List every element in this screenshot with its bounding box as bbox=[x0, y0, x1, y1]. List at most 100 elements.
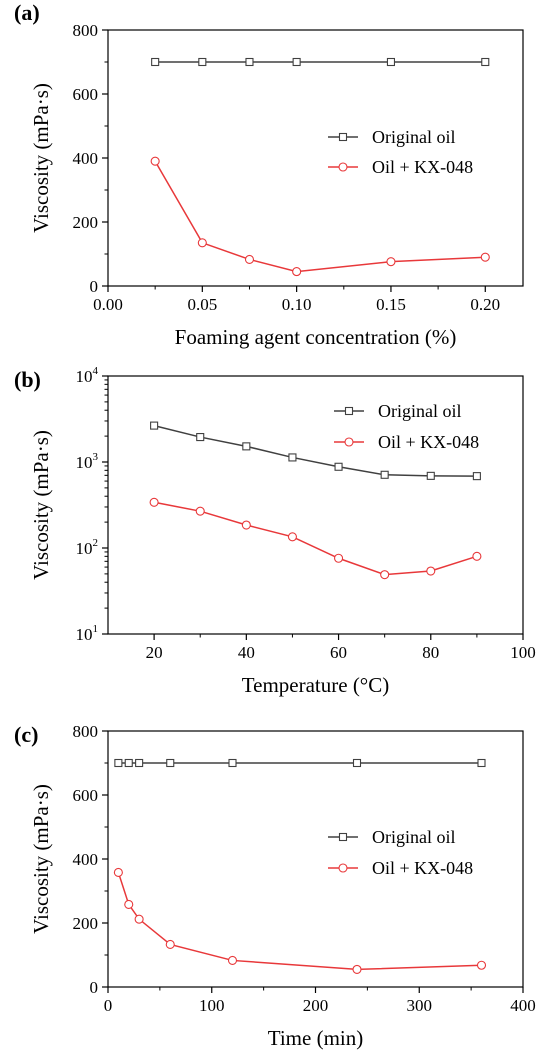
series bbox=[150, 156, 490, 277]
data-point bbox=[245, 57, 254, 67]
data-point bbox=[241, 520, 251, 530]
y-tick-label: 600 bbox=[73, 786, 99, 805]
data-point bbox=[244, 254, 255, 264]
x-tick-label: 0.05 bbox=[187, 295, 217, 314]
panel-label: (c) bbox=[14, 722, 38, 747]
data-point bbox=[386, 257, 396, 267]
data-point bbox=[124, 899, 134, 909]
y-tick-label: 200 bbox=[73, 213, 99, 232]
series bbox=[113, 867, 487, 974]
series bbox=[149, 497, 482, 580]
data-point bbox=[242, 442, 251, 451]
x-tick-label: 0 bbox=[104, 996, 113, 1015]
x-tick-label: 0.15 bbox=[376, 295, 406, 314]
data-point bbox=[380, 570, 390, 580]
data-point bbox=[196, 433, 205, 442]
chart-panel: (a) 0.00 0.05 0.10 0.15 0.20 0 200 400 600 800 Foam… bbox=[14, 0, 524, 349]
legend-marker bbox=[344, 437, 354, 447]
y-tick-label: 0 bbox=[90, 277, 99, 296]
data-point bbox=[113, 867, 123, 877]
series-line bbox=[154, 160, 486, 273]
data-point bbox=[472, 551, 482, 561]
data-point bbox=[334, 462, 343, 471]
data-point bbox=[292, 267, 302, 277]
data-point bbox=[195, 506, 205, 516]
series bbox=[150, 421, 481, 481]
x-tick-label: 300 bbox=[407, 996, 433, 1015]
data-point bbox=[426, 566, 436, 576]
x-tick-label: 400 bbox=[510, 996, 536, 1015]
y-tick-label: 800 bbox=[73, 722, 99, 741]
data-point bbox=[352, 758, 362, 768]
legend-label: Oil + KX-048 bbox=[378, 432, 479, 452]
legend-label: Oil + KX-048 bbox=[372, 858, 473, 878]
data-point bbox=[380, 470, 389, 479]
x-tick-label: 60 bbox=[330, 643, 347, 662]
panel-label: (b) bbox=[14, 367, 41, 392]
legend-marker bbox=[344, 406, 354, 416]
data-point bbox=[477, 758, 486, 768]
legend-marker bbox=[338, 832, 348, 842]
y-tick-label: 200 bbox=[73, 914, 99, 933]
x-axis-title: Temperature (°C) bbox=[242, 673, 389, 697]
plot-frame bbox=[107, 375, 524, 635]
y-tick-label: 600 bbox=[73, 85, 99, 104]
data-point bbox=[166, 758, 175, 768]
legend-label: Original oil bbox=[372, 827, 456, 847]
legend-marker bbox=[338, 162, 348, 172]
data-point bbox=[151, 57, 160, 67]
series-line bbox=[117, 872, 482, 971]
x-tick-label: 80 bbox=[422, 643, 439, 662]
series-line bbox=[153, 501, 478, 576]
chart-panel: (c) 0 100 200 300 400 0 200 400 600 800 Time (min) V… bbox=[14, 722, 536, 1050]
y-tick-label: 103 bbox=[76, 451, 99, 472]
data-point bbox=[227, 955, 238, 965]
x-tick-label: 200 bbox=[303, 996, 329, 1015]
y-tick-label: 104 bbox=[76, 365, 99, 386]
data-point bbox=[426, 471, 435, 480]
y-tick-label: 400 bbox=[73, 850, 99, 869]
x-tick-label: 0.00 bbox=[93, 295, 123, 314]
y-axis-title: Viscosity (mPa·s) bbox=[29, 784, 53, 934]
data-point bbox=[124, 758, 133, 768]
legend-marker bbox=[338, 132, 348, 142]
data-point bbox=[165, 939, 175, 949]
x-tick-label: 20 bbox=[146, 643, 163, 662]
data-point bbox=[197, 238, 207, 248]
data-point bbox=[352, 964, 362, 974]
y-tick-label: 800 bbox=[73, 21, 99, 40]
y-axis-title: Viscosity (mPa·s) bbox=[29, 83, 53, 233]
x-tick-label: 40 bbox=[238, 643, 255, 662]
data-point bbox=[476, 960, 487, 970]
legend: Original oil Oil + KX-048 bbox=[328, 127, 473, 177]
chart-panel: (b) 20 40 60 80 100 101 102 103 104 Temperature (°… bbox=[14, 365, 536, 697]
data-point bbox=[472, 472, 481, 481]
x-axis-title: Foaming agent concentration (%) bbox=[175, 325, 457, 349]
series bbox=[114, 758, 486, 768]
data-point bbox=[114, 758, 123, 768]
x-tick-label: 100 bbox=[199, 996, 225, 1015]
data-point bbox=[150, 421, 159, 430]
x-tick-label: 0.10 bbox=[282, 295, 312, 314]
y-tick-label: 101 bbox=[76, 623, 99, 644]
panel-label: (a) bbox=[14, 0, 40, 25]
data-point bbox=[386, 57, 396, 67]
data-point bbox=[292, 57, 301, 67]
legend: Original oil Oil + KX-048 bbox=[328, 827, 473, 878]
data-point bbox=[134, 914, 144, 924]
x-tick-label: 100 bbox=[510, 643, 536, 662]
y-tick-label: 400 bbox=[73, 149, 99, 168]
legend: Original oil Oil + KX-048 bbox=[334, 401, 479, 452]
series-line bbox=[153, 424, 477, 477]
data-point bbox=[334, 553, 344, 563]
legend-label: Oil + KX-048 bbox=[372, 157, 473, 177]
data-point bbox=[287, 532, 297, 542]
data-point bbox=[288, 453, 297, 462]
legend-label: Original oil bbox=[372, 127, 456, 147]
legend-label: Original oil bbox=[378, 401, 462, 421]
data-point bbox=[149, 497, 159, 507]
x-axis-title: Time (min) bbox=[268, 1026, 363, 1050]
data-point bbox=[198, 57, 207, 67]
data-point bbox=[135, 758, 144, 768]
